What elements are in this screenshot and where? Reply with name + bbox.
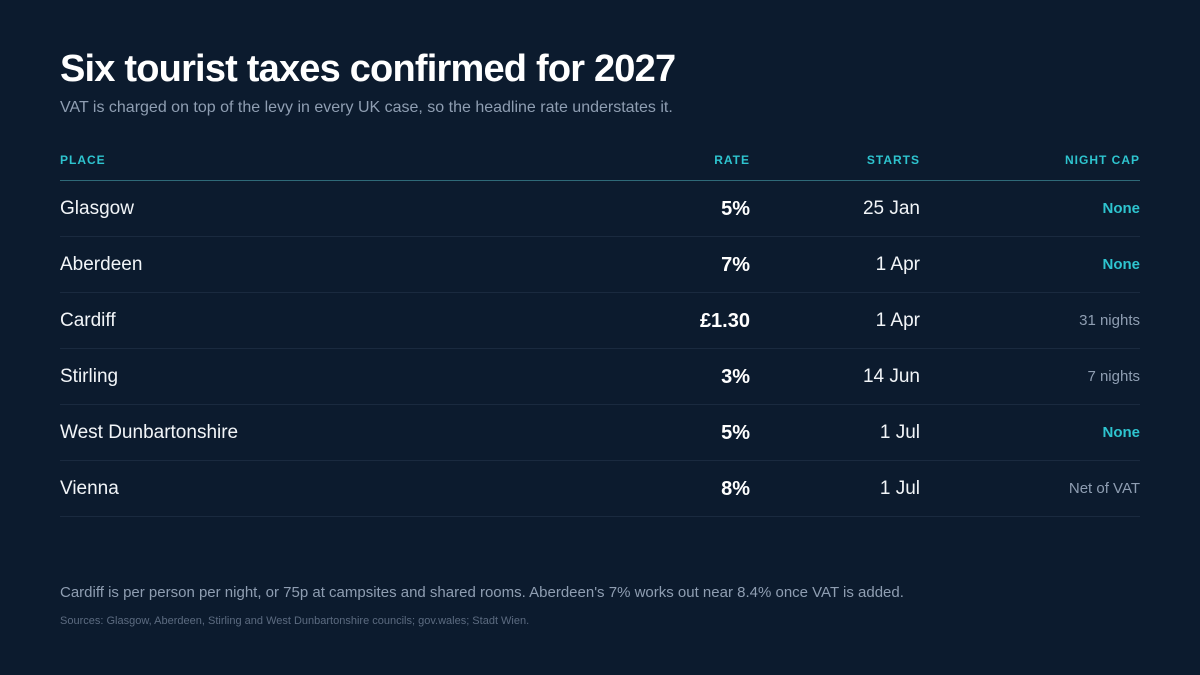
starts-cell: 1 Jul [879,422,920,443]
place-cell: Glasgow [60,198,134,219]
header-night-cap: NIGHT CAP [1065,153,1140,167]
header-starts: STARTS [866,153,920,167]
header-place: PLACE [60,153,106,167]
night-cap-cell: None [1102,424,1141,441]
table-body: Glasgow 5% 25 Jan None Aberdeen 7% 1 Apr None Ca… [60,181,1140,517]
starts-cell: 1 Jul [879,478,920,499]
starts-cell: 1 Apr [875,310,920,331]
starts-cell: 1 Apr [875,254,920,275]
header-rate: RATE [714,153,750,167]
table-header: PLACE RATE STARTS NIGHT CAP [60,138,1140,181]
place-cell: Cardiff [60,310,116,331]
place-cell: Stirling [60,366,119,387]
sources-note: Sources: Glasgow, Aberdeen, Stirling and… [60,615,530,627]
table-row: Glasgow 5% 25 Jan None [60,181,1140,237]
rate-cell: 8% [721,478,750,500]
place-cell: West Dunbartonshire [60,422,239,443]
night-cap-cell: 7 nights [1087,368,1140,385]
table-row: Stirling 3% 14 Jun 7 nights [60,349,1140,405]
starts-cell: 25 Jan [862,198,920,219]
rate-cell: 7% [721,254,750,276]
night-cap-cell: 31 nights [1079,312,1140,329]
starts-cell: 14 Jun [862,366,920,387]
rate-cell: 5% [721,422,750,444]
rate-cell: 3% [721,366,750,388]
footnote: Cardiff is per person per night, or 75p … [60,584,904,601]
table-row: Aberdeen 7% 1 Apr None [60,237,1140,293]
night-cap-cell: None [1102,256,1141,273]
place-cell: Aberdeen [60,254,143,275]
tax-table: PLACE RATE STARTS NIGHT CAP Glasgow 5% 25 … [60,138,1140,517]
table-row: Cardiff £1.30 1 Apr 31 nights [60,293,1140,349]
place-cell: Vienna [60,478,119,499]
rate-cell: 5% [721,198,750,220]
page-subtitle: VAT is charged on top of the levy in eve… [60,99,673,116]
rate-cell: £1.30 [699,310,750,332]
night-cap-cell: None [1102,200,1141,217]
page-title: Six tourist taxes confirmed for 2027 [60,48,676,90]
night-cap-cell: Net of VAT [1068,480,1140,497]
table-row: Vienna 8% 1 Jul Net of VAT [60,461,1140,517]
table-row: West Dunbartonshire 5% 1 Jul None [60,405,1140,461]
